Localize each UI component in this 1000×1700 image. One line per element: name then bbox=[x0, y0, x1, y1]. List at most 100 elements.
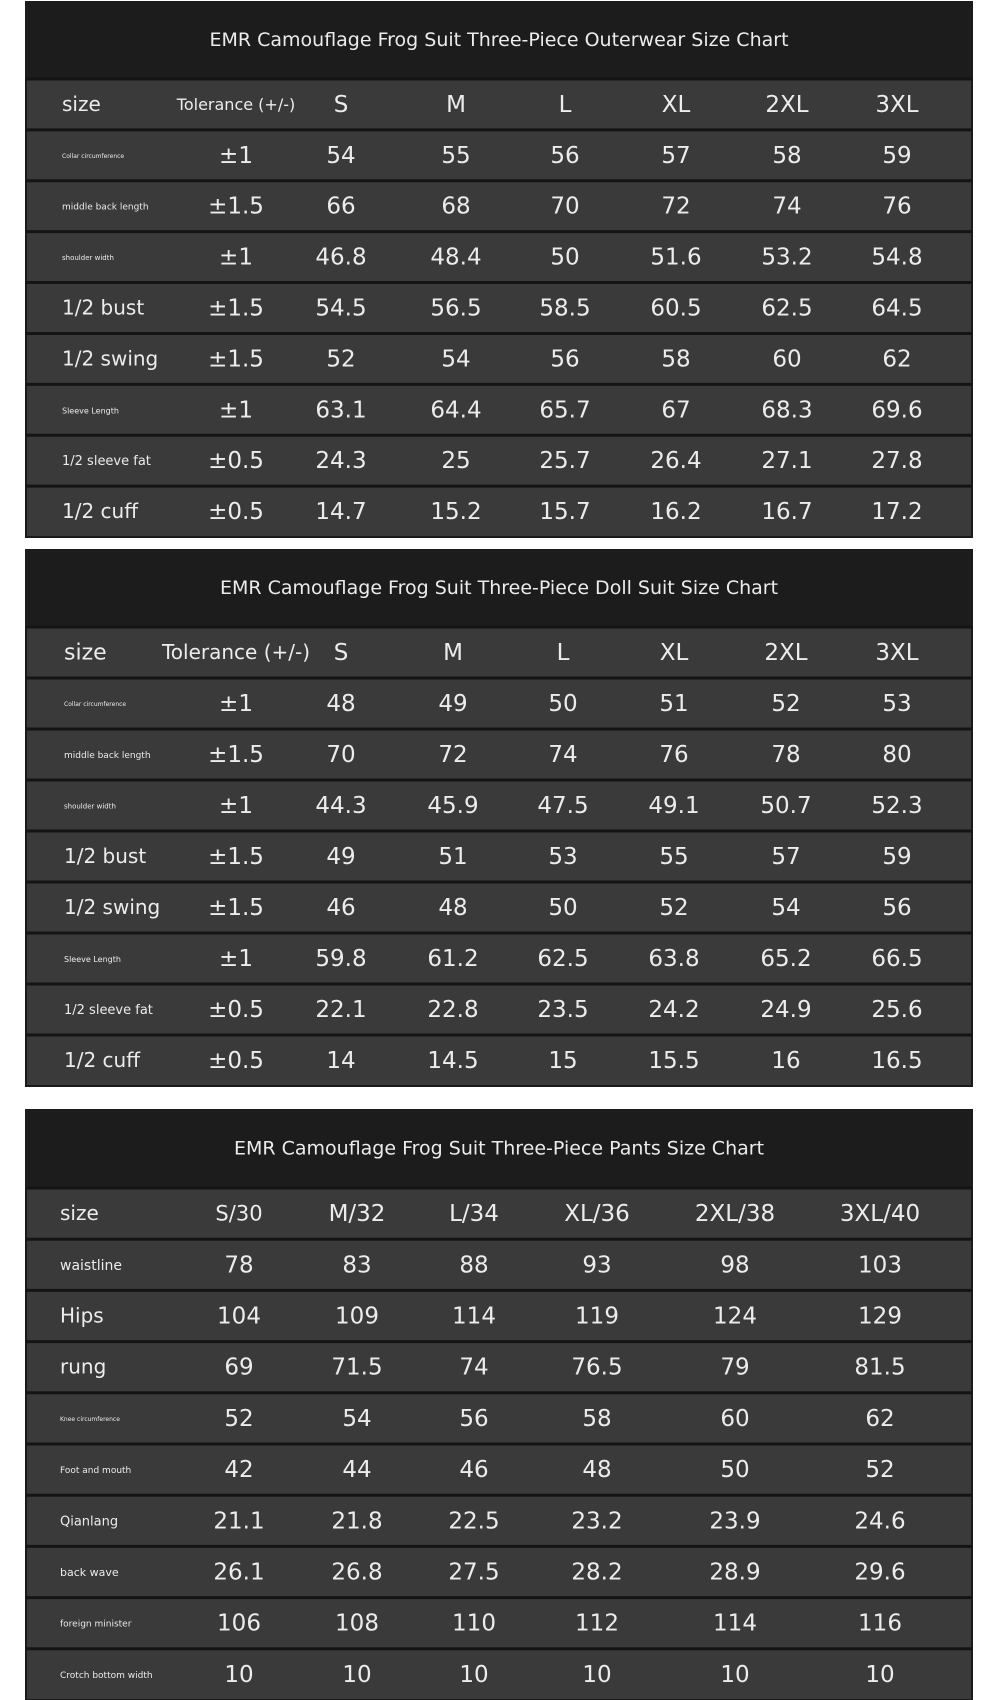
cell: M bbox=[443, 640, 463, 666]
cell: 26.1 bbox=[213, 1560, 264, 1586]
cell: 108 bbox=[335, 1611, 379, 1637]
row-label: Qianlang bbox=[60, 1514, 118, 1529]
cell: 52 bbox=[326, 346, 355, 372]
cell: 56.5 bbox=[430, 296, 481, 322]
cell: 15.2 bbox=[430, 499, 481, 525]
cell: 45.9 bbox=[427, 793, 478, 819]
cell: 59 bbox=[882, 143, 911, 169]
cell: 69.6 bbox=[871, 397, 922, 423]
cell: 60 bbox=[772, 346, 801, 372]
cell: ±1.5 bbox=[208, 895, 264, 921]
cell: 110 bbox=[452, 1611, 496, 1637]
cell: 76 bbox=[659, 742, 688, 768]
cell: 74 bbox=[772, 194, 801, 220]
cell: L/34 bbox=[449, 1201, 499, 1227]
cell: 65.7 bbox=[539, 397, 590, 423]
cell: 49.1 bbox=[648, 793, 699, 819]
row-label: rung bbox=[60, 1355, 106, 1379]
cell: 47.5 bbox=[537, 793, 588, 819]
cell: 16 bbox=[771, 1048, 800, 1074]
cell: 44 bbox=[342, 1457, 371, 1483]
row-label: size bbox=[62, 92, 101, 116]
cell: Tolerance (+/-) bbox=[176, 95, 295, 114]
cell: 62 bbox=[865, 1406, 894, 1432]
cell: ±0.5 bbox=[208, 1048, 264, 1074]
row-label: Knee circumference bbox=[60, 1416, 120, 1423]
title-band bbox=[26, 2, 972, 79]
cell: L bbox=[559, 92, 572, 118]
cell: 59.8 bbox=[315, 946, 366, 972]
cell: 66.5 bbox=[871, 946, 922, 972]
cell: 74 bbox=[459, 1355, 488, 1381]
row-label: 1/2 cuff bbox=[62, 499, 139, 523]
cell: ±1 bbox=[219, 946, 253, 972]
cell: 24.2 bbox=[648, 997, 699, 1023]
cell: 62 bbox=[882, 346, 911, 372]
cell: M/32 bbox=[329, 1201, 386, 1227]
row-label: Collar circumference bbox=[62, 153, 124, 160]
cell: 78 bbox=[771, 742, 800, 768]
cell: 24.9 bbox=[760, 997, 811, 1023]
cell: 25.6 bbox=[871, 997, 922, 1023]
cell: 67 bbox=[661, 397, 690, 423]
cell: 70 bbox=[550, 194, 579, 220]
row-label: 1/2 sleeve fat bbox=[62, 454, 151, 469]
cell: S bbox=[334, 92, 349, 118]
row-label: Collar circumference bbox=[64, 701, 126, 708]
cell: 55 bbox=[441, 143, 470, 169]
cell: 50 bbox=[720, 1457, 749, 1483]
cell: 23.5 bbox=[537, 997, 588, 1023]
cell: 52 bbox=[771, 691, 800, 717]
cell: 10 bbox=[582, 1662, 611, 1688]
cell: 3XL bbox=[875, 640, 918, 666]
cell: XL/36 bbox=[564, 1201, 630, 1227]
cell: 62.5 bbox=[761, 296, 812, 322]
cell: 62.5 bbox=[537, 946, 588, 972]
cell: 54 bbox=[771, 895, 800, 921]
cell: ±0.5 bbox=[208, 499, 264, 525]
row-label: 1/2 swing bbox=[64, 895, 160, 919]
cell: 68.3 bbox=[761, 397, 812, 423]
cell: 83 bbox=[342, 1252, 371, 1278]
cell: 64.5 bbox=[871, 296, 922, 322]
cell: L bbox=[557, 640, 570, 666]
cell: 24.6 bbox=[854, 1508, 905, 1534]
cell: 25 bbox=[441, 448, 470, 474]
cell: 78 bbox=[224, 1252, 253, 1278]
cell: 103 bbox=[858, 1252, 902, 1278]
cell: 2XL bbox=[765, 92, 808, 118]
cell: 56 bbox=[550, 346, 579, 372]
cell: ±1 bbox=[219, 397, 253, 423]
cell: 51 bbox=[438, 844, 467, 870]
cell: 119 bbox=[575, 1304, 619, 1330]
cell: 52 bbox=[865, 1457, 894, 1483]
cell: 27.8 bbox=[871, 448, 922, 474]
cell: 52 bbox=[659, 895, 688, 921]
cell: 29.6 bbox=[854, 1560, 905, 1586]
cell: 15.7 bbox=[539, 499, 590, 525]
cell: ±1.5 bbox=[208, 346, 264, 372]
cell: 114 bbox=[713, 1611, 757, 1637]
row-label: 1/2 sleeve fat bbox=[64, 1003, 153, 1018]
cell: 59 bbox=[882, 844, 911, 870]
cell: 14.5 bbox=[427, 1048, 478, 1074]
cell: 22.8 bbox=[427, 997, 478, 1023]
cell: 10 bbox=[720, 1662, 749, 1688]
cell: ±1 bbox=[219, 245, 253, 271]
cell: 116 bbox=[858, 1611, 902, 1637]
cell: 51.6 bbox=[650, 245, 701, 271]
table-bg bbox=[25, 1, 973, 538]
cell: 53 bbox=[882, 691, 911, 717]
row-label: size bbox=[64, 641, 107, 666]
cell: 48.4 bbox=[430, 245, 481, 271]
cell: 48 bbox=[438, 895, 467, 921]
cell: ±1 bbox=[219, 793, 253, 819]
cell: 74 bbox=[548, 742, 577, 768]
cell: 56 bbox=[882, 895, 911, 921]
cell: 22.1 bbox=[315, 997, 366, 1023]
row-label: size bbox=[60, 1201, 99, 1225]
cell: XL bbox=[662, 92, 691, 118]
cell: 69 bbox=[224, 1355, 253, 1381]
cell: 50.7 bbox=[760, 793, 811, 819]
